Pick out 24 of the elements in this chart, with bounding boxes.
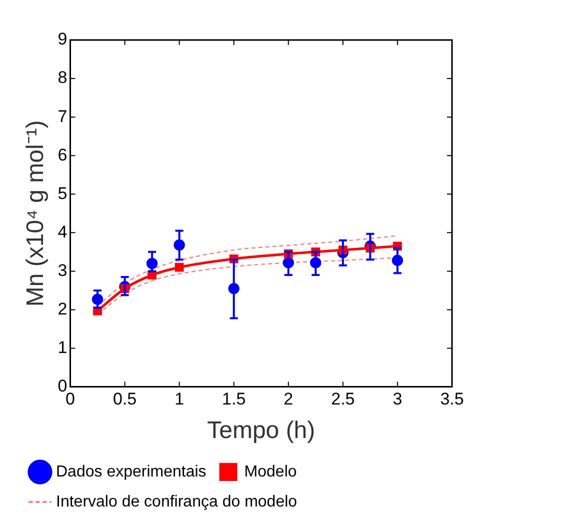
- y-axis-title: Mn (x10⁴ g mol⁻¹): [22, 120, 50, 307]
- x-tick-label: 3: [392, 390, 402, 409]
- legend-label: Modelo: [244, 463, 297, 480]
- y-tick-label: 5: [58, 184, 68, 203]
- y-tick-label: 6: [58, 145, 68, 164]
- y-tick-label: 1: [58, 338, 68, 357]
- x-tick-label: 1: [174, 390, 184, 409]
- legend-label: Intervalo de confirança do modelo: [56, 493, 298, 510]
- y-tick-label: 7: [58, 106, 68, 126]
- point: [148, 270, 156, 280]
- x-tick-label: 2: [284, 390, 294, 409]
- x-tick-label: 1.5: [222, 390, 246, 409]
- y-tick-label: 9: [58, 30, 68, 49]
- y-tick-label: 0: [58, 376, 68, 396]
- legend-label: Dados experimentais: [56, 463, 206, 480]
- y-tick-label: 2: [58, 299, 68, 318]
- x-tick-label: 2.5: [331, 390, 355, 409]
- x-tick-label: 3.5: [440, 390, 464, 409]
- y-tick-label: 3: [58, 260, 68, 280]
- x-tick-label: 0.5: [112, 390, 137, 409]
- point: [174, 262, 184, 272]
- y-tick-label: 8: [58, 68, 68, 88]
- x-axis-title: Tempo (h): [207, 417, 316, 444]
- y-tick-label: 4: [58, 222, 68, 242]
